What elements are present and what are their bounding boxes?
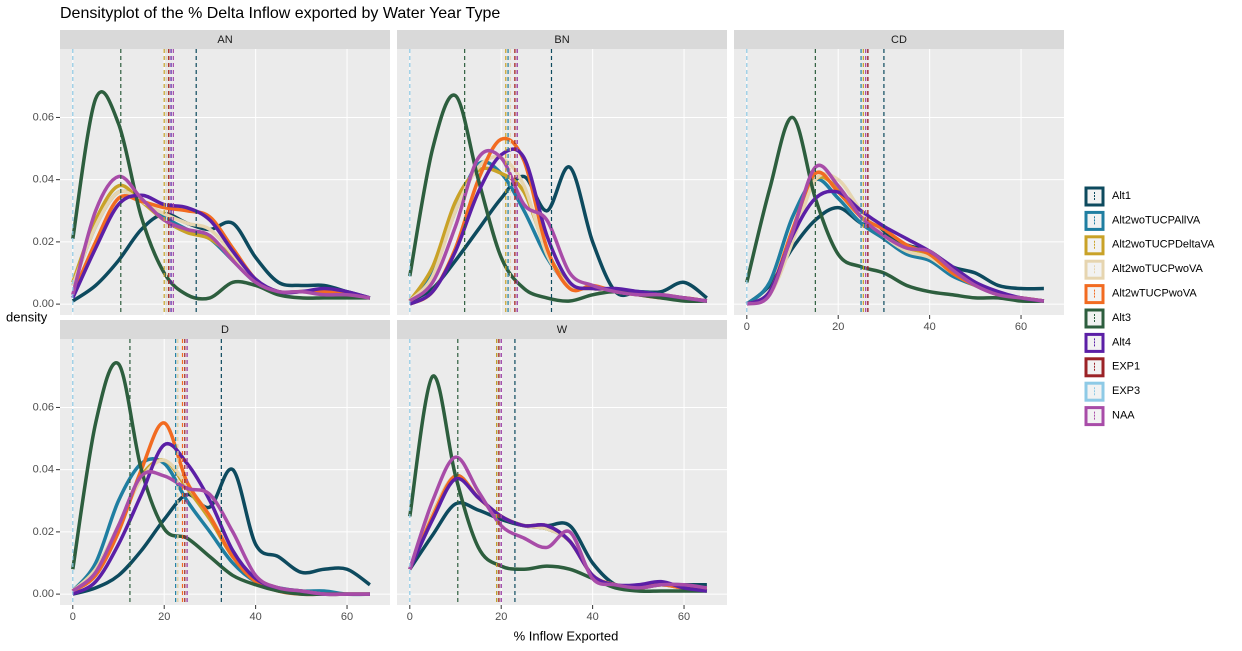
strip-background: [60, 320, 390, 339]
facet-panel: D 0.00 0.02 0.04 0.06 0 20 40 60: [33, 320, 390, 623]
density-curve: [408, 455, 708, 590]
x-tick-label: 40: [586, 611, 598, 623]
strip-background: [60, 30, 390, 49]
legend-label: Alt4: [1112, 336, 1131, 348]
density-curve: [408, 165, 708, 303]
y-tick-label: 0.02: [33, 526, 54, 538]
legend-label: Alt3: [1112, 312, 1131, 324]
y-tick-label: 0.06: [33, 111, 54, 123]
chart-title: Densityplot of the % Delta Inflow export…: [60, 5, 500, 22]
x-axis-title: % Inflow Exported: [514, 628, 619, 643]
facet-panel: AN 0.00 0.02 0.04 0.06: [33, 30, 390, 315]
strip-label: W: [557, 324, 568, 336]
density-curve: [408, 374, 707, 593]
density-curve: [71, 174, 371, 300]
density-curve: [408, 476, 708, 593]
strip-label: D: [221, 324, 229, 336]
x-tick-label: 20: [158, 611, 170, 623]
density-curve: [71, 193, 371, 300]
x-tick-label: 60: [341, 611, 353, 623]
x-tick-label: 40: [923, 321, 935, 333]
plot-area: [71, 339, 371, 605]
x-tick-label: 0: [407, 611, 413, 623]
legend-label: Alt2woTUCPDeltaVA: [1112, 239, 1215, 251]
strip-background: [397, 320, 727, 339]
legend-label: NAA: [1112, 410, 1135, 422]
y-axis-title: density: [6, 309, 48, 324]
density-curve: [72, 467, 371, 596]
strip-label: BN: [554, 34, 569, 46]
density-curve: [71, 212, 371, 303]
facet-panel: BN: [397, 30, 727, 315]
x-tick-label: 20: [495, 611, 507, 623]
legend-label: Alt1: [1112, 190, 1131, 202]
y-tick-label: 0.04: [33, 174, 54, 186]
panel-background: [734, 49, 1064, 315]
x-tick-label: 0: [70, 611, 76, 623]
legend-label: EXP1: [1112, 361, 1140, 373]
density-curve: [746, 163, 1045, 306]
density-curve: [745, 115, 1044, 303]
panel-background: [60, 49, 390, 315]
density-curve: [71, 457, 370, 597]
plot-area: [408, 49, 708, 315]
strip-label: AN: [217, 34, 232, 46]
density-curve: [408, 148, 708, 303]
strip-background: [397, 30, 727, 49]
facet-panel: W 0 20 40 60: [397, 320, 727, 623]
panel-background: [60, 339, 390, 605]
y-tick-label: 0.04: [33, 464, 54, 476]
plot-area: [71, 49, 371, 315]
y-tick-label: 0.00: [33, 298, 54, 310]
x-tick-label: 60: [1015, 321, 1027, 333]
x-tick-label: 0: [744, 321, 750, 333]
y-tick-label: 0.00: [33, 588, 54, 600]
y-tick-label: 0.06: [33, 401, 54, 413]
strip-background: [734, 30, 1064, 49]
density-curve: [408, 93, 707, 303]
x-tick-label: 60: [678, 611, 690, 623]
facet-panel: CD 0 20 40 60: [734, 30, 1064, 333]
panel-background: [397, 339, 727, 605]
plot-area: [745, 49, 1045, 315]
density-curve: [71, 90, 370, 301]
strip-label: CD: [891, 34, 907, 46]
legend-label: Alt2woTUCPwoVA: [1112, 263, 1204, 275]
legend-label: Alt2wTUCPwoVA: [1112, 288, 1197, 300]
x-tick-label: 20: [832, 321, 844, 333]
x-tick-label: 40: [249, 611, 261, 623]
y-tick-label: 0.02: [33, 236, 54, 248]
legend-label: Alt2woTUCPAllVA: [1112, 214, 1201, 226]
plot-area: [408, 339, 708, 605]
legend-label: EXP3: [1112, 385, 1140, 397]
